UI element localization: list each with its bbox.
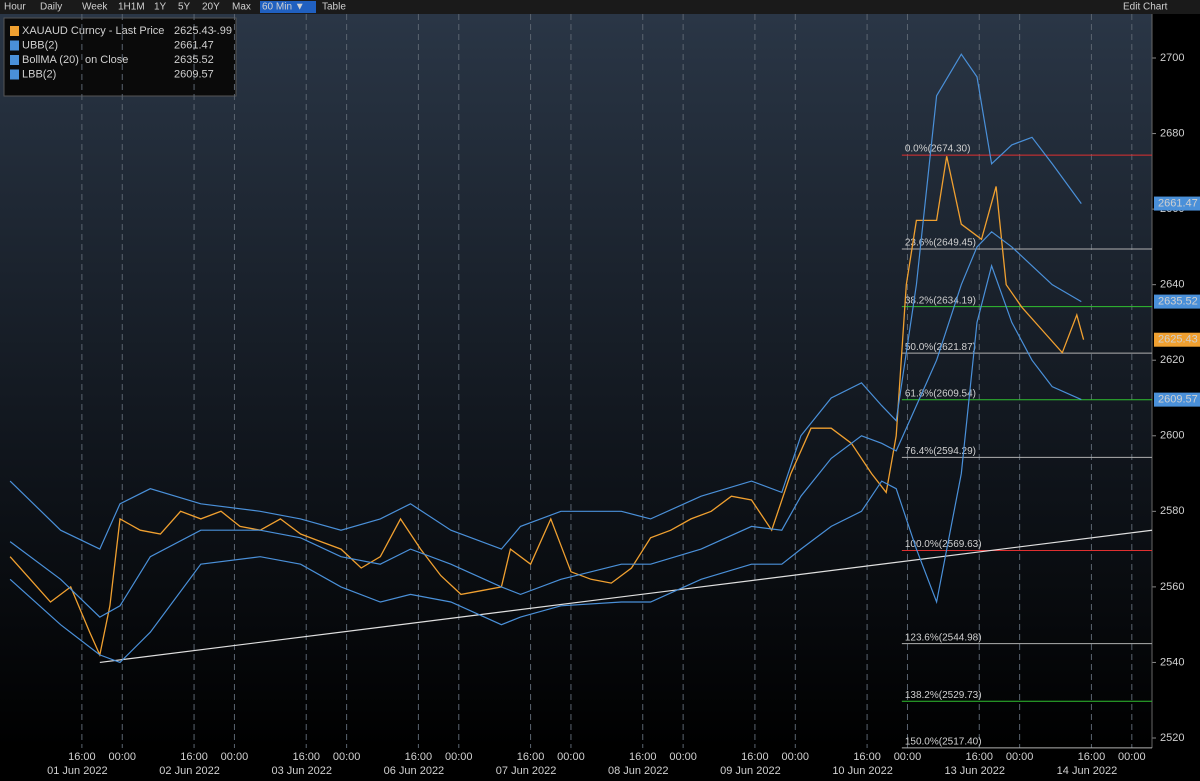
price-tag (1154, 332, 1200, 347)
toolbar-button[interactable]: Max (232, 2, 251, 13)
legend-change: -.99 (213, 25, 232, 37)
price-tag-label: 2625.43 (1158, 334, 1198, 346)
legend-value: 2635.52 (174, 54, 214, 66)
trendline (99, 529, 1153, 664)
fib-label: 123.6%(2544.98) (905, 632, 982, 643)
x-tick-label: 16:00 (292, 751, 320, 763)
x-date-label: 02 Jun 2022 (159, 765, 220, 777)
price-tag-label: 2609.57 (1158, 394, 1198, 406)
fib-label: 138.2%(2529.73) (905, 690, 982, 701)
x-date-label: 14 Jun 2022 (1057, 765, 1118, 777)
x-tick-label: 00:00 (782, 751, 810, 763)
toolbar-button[interactable]: 1Y (154, 2, 167, 13)
x-tick-label: 00:00 (1006, 751, 1034, 763)
band-line (9, 231, 1082, 618)
x-tick-label: 00:00 (669, 751, 697, 763)
price-tag (1154, 392, 1200, 407)
band-line (9, 53, 1082, 550)
legend-value: 2609.57 (174, 68, 214, 80)
x-tick-label: 16:00 (180, 751, 208, 763)
fib-label: 38.2%(2634.19) (905, 295, 976, 306)
y-tick-label: 2700 (1160, 52, 1184, 64)
toolbar-button[interactable]: Week (82, 2, 108, 13)
x-tick-label: 00:00 (333, 751, 361, 763)
band-line (9, 263, 1082, 664)
legend-name: LBB(2) (22, 68, 56, 80)
x-tick-label: 00:00 (1118, 751, 1146, 763)
x-date-label: 06 Jun 2022 (384, 765, 445, 777)
y-tick-label: 2620 (1160, 354, 1184, 366)
legend-value: 2625.43 (174, 25, 214, 37)
toolbar-active (260, 1, 316, 13)
legend-swatch (10, 40, 19, 51)
price-tag-label: 2635.52 (1158, 295, 1198, 307)
x-tick-label: 00:00 (894, 751, 922, 763)
x-tick-label: 00:00 (221, 751, 249, 763)
toolbar-button[interactable]: 20Y (202, 2, 220, 13)
x-tick-label: 00:00 (109, 751, 137, 763)
price-line (9, 156, 1085, 658)
y-tick-label: 2520 (1160, 732, 1184, 744)
fib-label: 100.0%(2569.63) (905, 539, 982, 550)
x-tick-label: 16:00 (965, 751, 993, 763)
legend-name: UBB(2) (22, 39, 58, 51)
x-tick-label: 16:00 (853, 751, 881, 763)
x-date-label: 03 Jun 2022 (271, 765, 332, 777)
x-date-label: 07 Jun 2022 (496, 765, 557, 777)
price-tag (1154, 196, 1200, 211)
toolbar-button[interactable]: Hour (4, 2, 26, 13)
plot-area (0, 14, 1152, 748)
x-tick-label: 00:00 (557, 751, 585, 763)
fib-label: 23.6%(2649.45) (905, 238, 976, 249)
y-tick-label: 2580 (1160, 505, 1184, 517)
x-date-label: 10 Jun 2022 (832, 765, 893, 777)
y-tick-label: 2600 (1160, 430, 1184, 442)
legend-swatch (10, 55, 19, 65)
price-tag (1154, 294, 1200, 309)
toolbar-button[interactable]: 5Y (178, 2, 191, 13)
y-tick-label: 2560 (1160, 581, 1184, 593)
legend-swatch (10, 69, 19, 80)
x-tick-label: 16:00 (517, 751, 545, 763)
x-date-label: 09 Jun 2022 (720, 765, 781, 777)
price-tag-label: 2661.47 (1158, 197, 1198, 209)
x-tick-label: 16:00 (1078, 751, 1106, 763)
fib-label: 150.0%(2517.40) (905, 736, 982, 747)
fib-label: 61.8%(2609.54) (905, 388, 976, 399)
x-date-label: 01 Jun 2022 (47, 765, 108, 777)
toolbar-button[interactable]: Table (322, 2, 346, 13)
y-tick-label: 2640 (1160, 279, 1184, 291)
x-tick-label: 16:00 (629, 751, 657, 763)
legend-name: BollMA (20) on Close (22, 54, 128, 66)
y-tick-label: 2680 (1160, 127, 1184, 139)
x-tick-label: 00:00 (445, 751, 473, 763)
legend-value: 2661.47 (174, 39, 214, 51)
legend (3, 17, 237, 97)
x-tick-label: 16:00 (68, 751, 96, 763)
x-tick-label: 16:00 (741, 751, 769, 763)
legend-swatch (10, 26, 19, 36)
toolbar-button[interactable]: 1H1M (118, 2, 145, 13)
x-tick-label: 16:00 (405, 751, 433, 763)
fib-label: 0.0%(2674.30) (905, 144, 971, 155)
toolbar-button[interactable]: Daily (40, 2, 62, 13)
x-date-label: 08 Jun 2022 (608, 765, 669, 777)
x-date-label: 13 Jun 2022 (944, 765, 1005, 777)
edit-chart[interactable]: Edit Chart (1123, 2, 1168, 13)
legend-name: XAUAUD Curncy - Last Price (22, 25, 164, 37)
y-tick-label: 2540 (1160, 656, 1184, 668)
fib-label: 76.4%(2594.29) (905, 446, 976, 457)
toolbar-button[interactable]: 60 Min ▼ (262, 2, 305, 13)
